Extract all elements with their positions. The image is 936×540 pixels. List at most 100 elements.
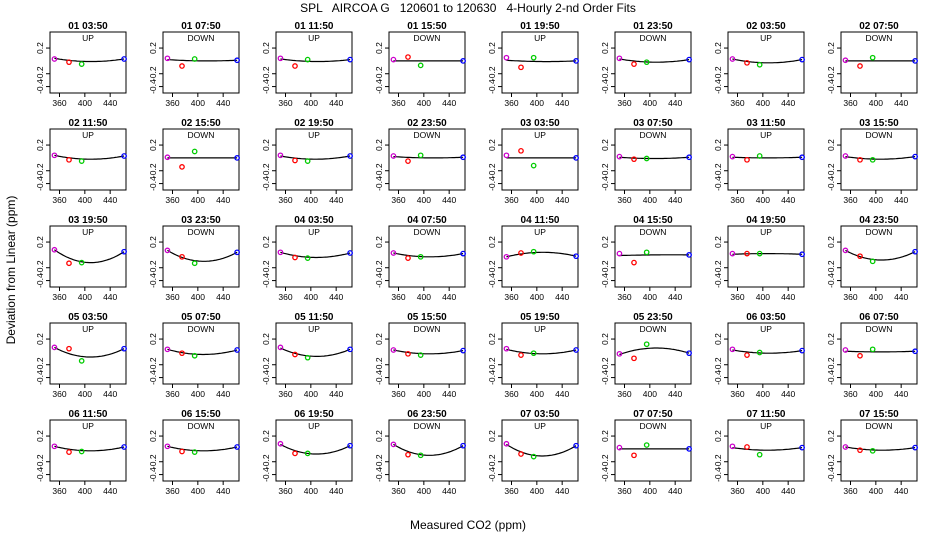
- panel-mode-label: UP: [534, 324, 546, 334]
- x-tick-label: 360: [730, 389, 744, 399]
- data-point: [390, 250, 397, 256]
- x-tick-label: 360: [843, 98, 857, 108]
- data-point: [66, 449, 72, 455]
- y-tick-label: -0.2: [600, 66, 610, 81]
- data-point: [686, 446, 692, 452]
- panel-mode-label: UP: [760, 324, 772, 334]
- data-point: [799, 56, 805, 63]
- data-point: [744, 59, 750, 66]
- x-tick-label: 440: [216, 486, 230, 496]
- panel-mode-label: UP: [308, 33, 320, 43]
- y-tick-label: 0.2: [261, 139, 271, 151]
- y-tick-label: 0.2: [35, 42, 45, 54]
- data-point: [66, 156, 72, 163]
- panel-mode-label: DOWN: [640, 421, 667, 431]
- y-tick-label: 0.2: [374, 139, 384, 151]
- panel-frame: [727, 128, 805, 191]
- fit-curve: [845, 350, 916, 353]
- data-point: [643, 249, 650, 256]
- panel-title: 02 19:50: [294, 118, 334, 129]
- x-tick-label: 360: [165, 292, 179, 302]
- fit-curve: [732, 156, 803, 159]
- data-point: [460, 154, 466, 161]
- x-tick-label: 440: [216, 98, 230, 108]
- panel-mode-label: DOWN: [414, 227, 441, 237]
- panel-title: 02 23:50: [407, 118, 447, 129]
- panel-mode-label: UP: [308, 227, 320, 237]
- y-tick-label: -0.4: [35, 273, 45, 288]
- y-tick-label: -0.2: [35, 163, 45, 178]
- data-point: [573, 442, 579, 449]
- x-tick-label: 360: [504, 98, 518, 108]
- x-tick-label: 400: [756, 292, 770, 302]
- data-point: [304, 255, 311, 261]
- data-point: [164, 346, 171, 353]
- data-point: [912, 248, 918, 255]
- data-point: [179, 164, 185, 170]
- data-point: [405, 350, 411, 357]
- x-tick-label: 400: [530, 195, 544, 205]
- y-tick-label: -0.2: [826, 260, 836, 275]
- x-tick-label: 400: [417, 486, 431, 496]
- y-tick-label: -0.4: [600, 370, 610, 385]
- data-point: [857, 352, 863, 359]
- data-point: [460, 58, 466, 64]
- data-point: [304, 56, 311, 63]
- data-point: [799, 444, 805, 451]
- data-point: [460, 442, 466, 449]
- panel-frame: [49, 322, 127, 385]
- x-tick-label: 360: [278, 98, 292, 108]
- x-tick-label: 440: [668, 486, 682, 496]
- data-point: [686, 350, 692, 357]
- y-tick-label: -0.4: [261, 273, 271, 288]
- y-tick-label: 0.2: [374, 42, 384, 54]
- x-tick-label: 440: [781, 486, 795, 496]
- data-point: [729, 250, 736, 257]
- data-point: [390, 347, 397, 353]
- data-point: [277, 152, 284, 159]
- data-point: [573, 253, 579, 260]
- data-point: [292, 351, 298, 358]
- panel-mode-label: UP: [82, 324, 94, 334]
- x-tick-label: 360: [730, 195, 744, 205]
- y-tick-label: 0.2: [487, 333, 497, 345]
- y-tick-label: 0.2: [148, 333, 158, 345]
- x-tick-label: 400: [417, 98, 431, 108]
- panel-frame: [840, 225, 918, 288]
- panel-mode-label: UP: [82, 130, 94, 140]
- x-tick-label: 360: [391, 292, 405, 302]
- x-tick-label: 400: [78, 195, 92, 205]
- y-tick-label: 0.2: [261, 236, 271, 248]
- data-point: [857, 253, 863, 260]
- panel-title: 07 15:50: [859, 409, 899, 420]
- y-tick-label: 0.2: [713, 430, 723, 442]
- x-tick-label: 360: [391, 389, 405, 399]
- data-point: [51, 443, 58, 450]
- panel-frame: [388, 128, 466, 191]
- fit-curve: [845, 156, 916, 160]
- data-point: [121, 444, 127, 450]
- data-point: [66, 260, 72, 267]
- data-point: [347, 56, 353, 63]
- y-tick-label: 0.2: [713, 333, 723, 345]
- y-tick-label: -0.2: [826, 163, 836, 178]
- x-tick-label: 360: [730, 486, 744, 496]
- x-tick-label: 360: [617, 292, 631, 302]
- data-point: [277, 440, 284, 447]
- y-tick-label: -0.2: [261, 454, 271, 469]
- panel-title: 02 03:50: [746, 21, 786, 32]
- data-point: [417, 452, 424, 459]
- y-tick-label: -0.4: [600, 79, 610, 94]
- x-tick-label: 400: [304, 195, 318, 205]
- x-tick-label: 400: [304, 486, 318, 496]
- panel-mode-label: DOWN: [188, 130, 215, 140]
- x-tick-label: 400: [869, 292, 883, 302]
- panel-title: 01 11:50: [295, 21, 334, 32]
- panel-title: 03 11:50: [747, 118, 786, 129]
- data-point: [643, 442, 650, 448]
